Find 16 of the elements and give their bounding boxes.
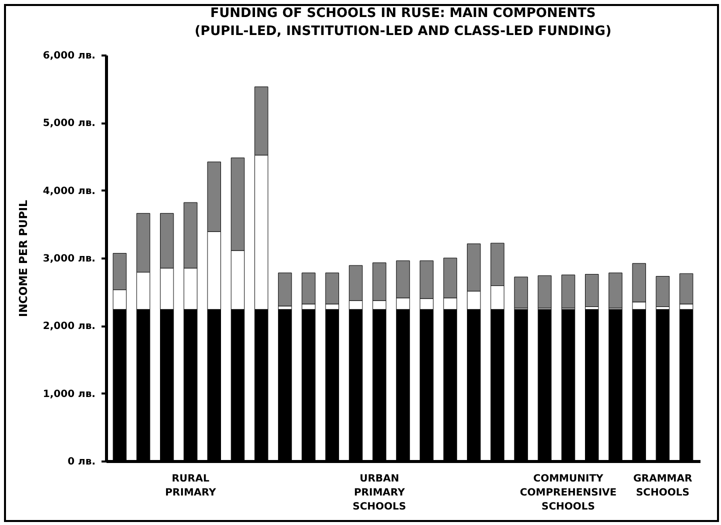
y-tick-label: 6,000 лв. — [42, 50, 96, 62]
y-tick-label: 1,000 лв. — [42, 388, 96, 400]
y-axis-title: INCOME PER PUPIL — [16, 200, 30, 318]
bar — [278, 272, 292, 306]
chart-title: FUNDING OF SCHOOLS IN RUSE: MAIN COMPONENTS (PUPIL-LED, INSTITUTION-LED AND CLASS-LED FUNDING) — [194, 6, 612, 39]
y-tick-label: 0 лв. — [68, 456, 96, 468]
y-tick-label: 2,000 лв. — [42, 321, 96, 332]
x-tick-label: GRAMMAR SCHOOLS — [633, 474, 692, 498]
x-tick-label: URBAN PRIMARY SCHOOLS — [352, 474, 406, 512]
y-tick-label: 4,000 лв. — [42, 186, 96, 197]
bar — [656, 276, 670, 307]
bar — [585, 274, 599, 307]
y-tick-label: 5,000 лв. — [42, 118, 96, 130]
x-tick-label: COMMUNITY COMPREHENSIVE SCHOOLS — [520, 474, 617, 512]
y-tick-label: 3,000 лв. — [42, 254, 96, 264]
x-tick-label: RURAL PRIMARY — [165, 474, 217, 498]
